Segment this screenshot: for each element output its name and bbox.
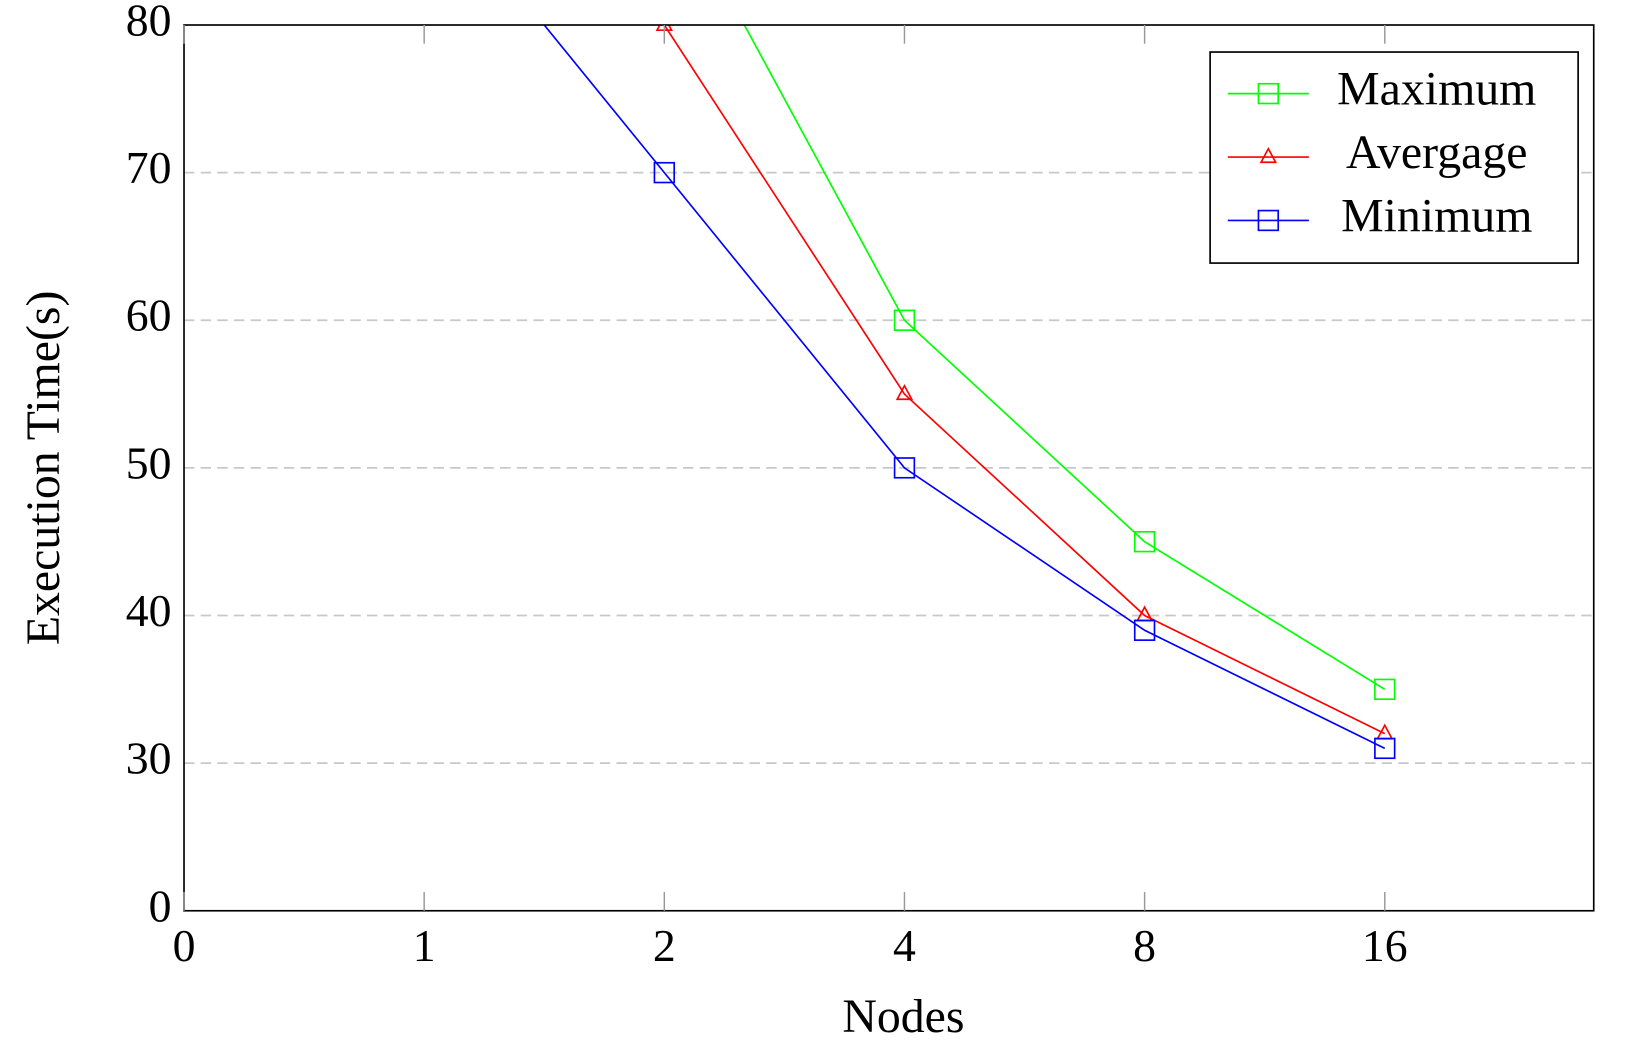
- series-line: [543, 25, 1386, 750]
- x-tick-label: 4: [893, 920, 916, 971]
- triangle-marker: [1376, 723, 1394, 740]
- y-tick-label: 50: [126, 437, 172, 488]
- series-line: [663, 25, 1386, 735]
- square-marker: [893, 309, 916, 331]
- legend: Maximum Avergage Minimum: [1209, 51, 1579, 264]
- y-tick-label: 70: [126, 142, 172, 193]
- triangle-marker: [895, 383, 914, 401]
- legend-marker: [1257, 82, 1280, 105]
- ticks: 0 30 40 50 60 70 80 0 1 2 4 8 16: [126, 0, 1408, 971]
- x-axis-label: Nodes: [842, 990, 964, 1043]
- plot-frame: [183, 24, 1595, 912]
- x-tick-label: 2: [653, 920, 676, 971]
- square-marker: [653, 161, 676, 184]
- legend-marker: [1257, 209, 1280, 232]
- series-line: [743, 25, 1386, 691]
- x-tick-label: 8: [1133, 920, 1156, 971]
- grid: [184, 171, 1594, 764]
- x-tick-label: 0: [173, 920, 196, 971]
- legend-label: Minimum: [1341, 189, 1532, 242]
- square-marker: [893, 457, 916, 479]
- y-axis-label: Execution Time(s): [17, 291, 70, 646]
- legend-label: Avergage: [1346, 126, 1527, 179]
- x-tick-label: 16: [1362, 920, 1408, 971]
- y-tick-label: 30: [126, 733, 172, 784]
- square-marker: [1133, 619, 1156, 641]
- y-tick-label: 40: [126, 585, 172, 636]
- square-marker: [1374, 737, 1396, 760]
- x-tick-label: 1: [413, 920, 436, 971]
- y-tick-label: 0: [149, 880, 172, 931]
- legend-marker: [1259, 146, 1278, 164]
- legend-label: Maximum: [1337, 63, 1536, 116]
- square-marker: [1374, 678, 1396, 701]
- y-tick-label: 60: [126, 290, 172, 341]
- square-marker: [1133, 530, 1156, 553]
- y-tick-label: 80: [126, 0, 172, 46]
